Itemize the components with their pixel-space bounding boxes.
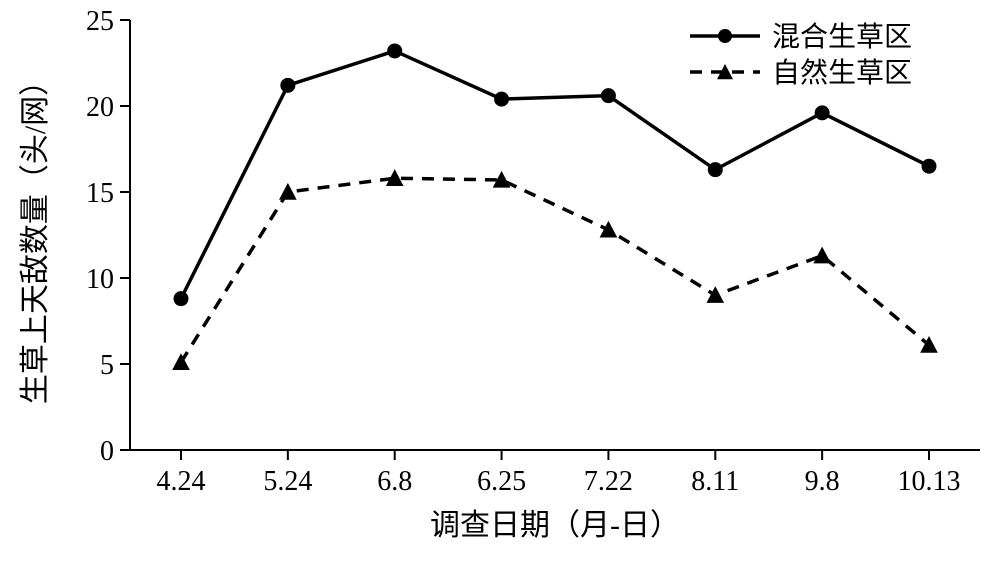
- marker-circle: [174, 292, 188, 306]
- x-tick-label: 6.8: [377, 466, 412, 497]
- legend-marker-circle: [718, 29, 732, 43]
- x-tick-label: 7.22: [584, 466, 633, 497]
- x-tick-label: 8.11: [691, 466, 739, 497]
- legend-label: 混合生草区: [772, 21, 912, 53]
- marker-circle: [922, 159, 936, 173]
- x-axis-label: 调查日期（月-日）: [430, 509, 680, 542]
- x-tick-label: 10.13: [898, 466, 961, 497]
- y-tick-label: 15: [86, 178, 114, 209]
- marker-triangle: [280, 184, 296, 199]
- y-tick-label: 25: [86, 6, 114, 37]
- y-tick-label: 10: [86, 264, 114, 295]
- y-tick-label: 20: [86, 92, 114, 123]
- marker-circle: [708, 163, 722, 177]
- marker-circle: [815, 106, 829, 120]
- marker-triangle: [600, 222, 616, 237]
- marker-circle: [495, 92, 509, 106]
- chart-svg: 0 5 10 15 20 25 4.24 5.24 6.8 6.25 7.22 8.11 9.8 10.1…: [0, 0, 1000, 565]
- y-tick-label: 0: [100, 436, 114, 467]
- marker-circle: [601, 89, 615, 103]
- x-tick-label: 9.8: [805, 466, 840, 497]
- marker-triangle: [814, 248, 830, 263]
- line-chart: 0 5 10 15 20 25 4.24 5.24 6.8 6.25 7.22 8.11 9.8 10.1…: [0, 0, 1000, 565]
- marker-circle: [388, 44, 402, 58]
- x-tick-label: 6.25: [477, 466, 526, 497]
- x-tick-label: 5.24: [263, 466, 312, 497]
- y-axis-label: 生草上天敌数量（头/网）: [19, 66, 52, 404]
- marker-triangle: [707, 287, 723, 302]
- x-tick-label: 4.24: [157, 466, 206, 497]
- legend-label: 自然生草区: [772, 57, 912, 89]
- series-line-1: [181, 178, 929, 362]
- marker-circle: [281, 78, 295, 92]
- y-tick-label: 5: [100, 350, 114, 381]
